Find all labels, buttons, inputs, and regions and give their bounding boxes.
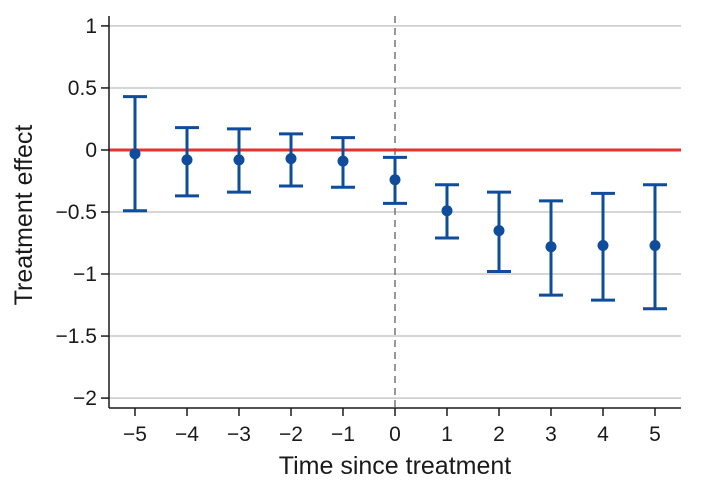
tick-labels: 1 0.5 0 −0.5 −1 −1.5 −2 −5 −4 −3 −2 −1 0 1 2 3 4 5: [56, 15, 661, 446]
estimate-with-ci: [539, 199, 563, 297]
x-tick-label: −2: [279, 423, 303, 446]
point-estimate: [337, 155, 349, 167]
x-tick-label: 5: [649, 423, 661, 446]
point-estimate: [389, 174, 401, 186]
x-tick-label: 4: [597, 423, 609, 446]
y-tick-label: 0: [85, 139, 97, 162]
point-estimate: [285, 153, 297, 165]
data-series: [123, 95, 667, 311]
y-tick-label: −1.5: [56, 325, 97, 348]
estimate-with-ci: [279, 132, 303, 188]
x-tick-label: −3: [227, 423, 251, 446]
point-estimate: [129, 148, 141, 160]
estimate-with-ci: [487, 190, 511, 274]
y-tick-label: 1: [85, 15, 97, 38]
estimate-with-ci: [331, 136, 355, 189]
x-tick-label: 1: [441, 423, 453, 446]
reference-lines: [109, 16, 681, 408]
y-tick-label: −0.5: [56, 201, 97, 224]
x-tick-label: −5: [123, 423, 147, 446]
estimate-with-ci: [643, 183, 667, 311]
y-axis-title: Treatment effect: [10, 125, 38, 306]
estimate-with-ci: [591, 191, 615, 302]
point-estimate: [493, 225, 505, 237]
estimate-with-ci: [175, 126, 199, 198]
y-tick-label: −2: [73, 387, 97, 410]
y-tick-label: −1: [73, 263, 97, 286]
point-estimate: [649, 239, 661, 251]
point-estimate: [181, 154, 193, 166]
x-axis-title: Time since treatment: [279, 452, 512, 480]
x-tick-label: 3: [545, 423, 557, 446]
point-estimate: [233, 154, 245, 166]
estimate-with-ci: [227, 127, 251, 194]
estimate-with-ci: [383, 155, 407, 205]
point-estimate: [597, 239, 609, 251]
x-tick-label: 0: [389, 423, 401, 446]
point-estimate: [441, 205, 453, 217]
x-tick-label: 2: [493, 423, 505, 446]
x-tick-label: −4: [175, 423, 199, 446]
estimate-with-ci: [123, 95, 147, 213]
estimate-with-ci: [435, 183, 459, 240]
axes: [101, 16, 681, 416]
y-tick-label: 0.5: [68, 77, 97, 100]
x-tick-label: −1: [331, 423, 355, 446]
point-estimate: [545, 241, 557, 253]
